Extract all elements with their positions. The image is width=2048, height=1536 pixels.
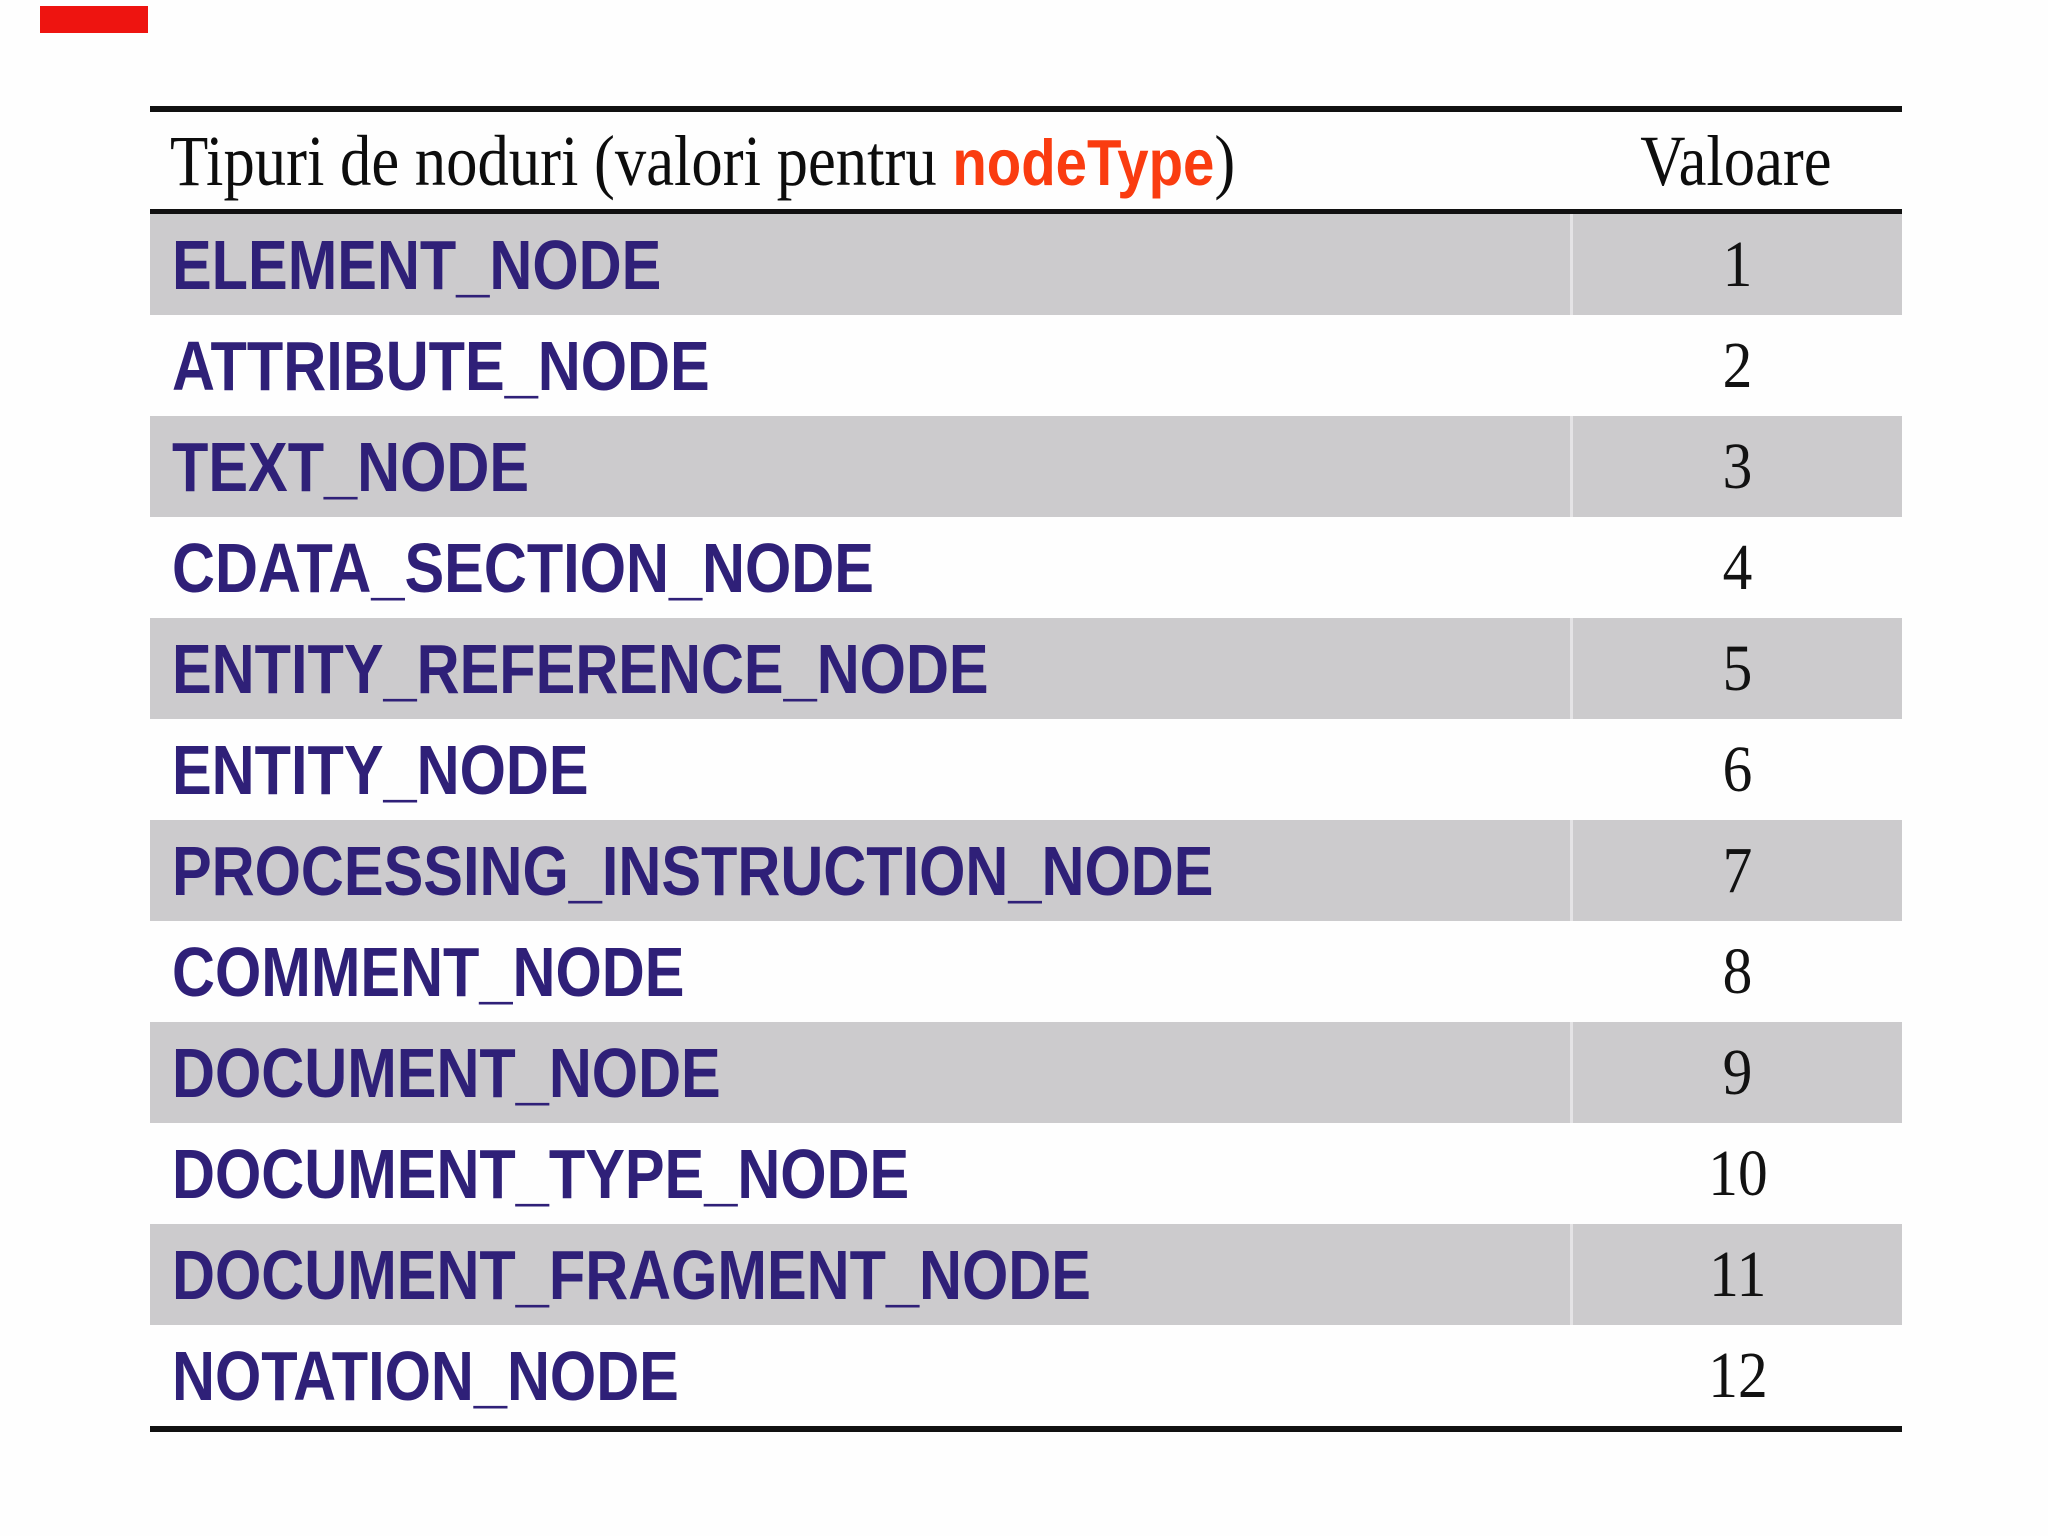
node-type-cell: DOCUMENT_TYPE_NODE: [150, 1123, 1570, 1224]
node-type-label: ENTITY_REFERENCE_NODE: [172, 629, 989, 708]
node-value: 9: [1722, 1035, 1753, 1109]
node-type-cell: ENTITY_REFERENCE_NODE: [150, 618, 1570, 719]
node-value-cell: 4: [1573, 517, 1902, 618]
node-type-label: DOCUMENT_TYPE_NODE: [172, 1134, 910, 1213]
node-type-cell: TEXT_NODE: [150, 416, 1570, 517]
node-type-cell: ATTRIBUTE_NODE: [150, 315, 1570, 416]
table-row: PROCESSING_INSTRUCTION_NODE 7: [150, 820, 1902, 921]
nodetype-code-token: nodeType: [952, 125, 1215, 199]
node-value: 5: [1722, 631, 1753, 705]
column-divider: [1570, 214, 1573, 315]
column-divider: [1570, 416, 1573, 517]
node-type-cell: COMMENT_NODE: [150, 921, 1570, 1022]
node-value-cell: 8: [1573, 921, 1902, 1022]
title-text-prefix: Tipuri de noduri (valori pentru: [170, 120, 953, 201]
node-value-cell: 7: [1573, 820, 1902, 921]
node-type-cell: PROCESSING_INSTRUCTION_NODE: [150, 820, 1570, 921]
node-type-label: ATTRIBUTE_NODE: [172, 326, 710, 405]
header-divider-rule: [150, 209, 1902, 214]
node-value-cell: 5: [1573, 618, 1902, 719]
node-type-label: PROCESSING_INSTRUCTION_NODE: [172, 831, 1214, 910]
title-text-suffix: ): [1214, 120, 1236, 201]
node-value-cell: 12: [1573, 1325, 1902, 1426]
column-divider: [1570, 921, 1573, 1022]
node-type-cell: ELEMENT_NODE: [150, 214, 1570, 315]
node-value-cell: 3: [1573, 416, 1902, 517]
column-divider: [1570, 719, 1573, 820]
node-type-label: CDATA_SECTION_NODE: [172, 528, 874, 607]
node-types-table: Tipuri de noduri (valori pentru nodeType…: [150, 106, 1902, 1432]
table-header-row: Tipuri de noduri (valori pentru nodeType…: [150, 112, 1902, 209]
value-column-header: Valoare: [1640, 120, 1832, 201]
table-row: ENTITY_NODE 6: [150, 719, 1902, 820]
node-value: 4: [1722, 530, 1753, 604]
table-row: ATTRIBUTE_NODE 2: [150, 315, 1902, 416]
header-title-cell: Tipuri de noduri (valori pentru nodeType…: [150, 112, 1570, 209]
table-body: ELEMENT_NODE 1 ATTRIBUTE_NODE 2 TEXT_NODE 3 CD…: [150, 214, 1902, 1426]
table-row: DOCUMENT_TYPE_NODE 10: [150, 1123, 1902, 1224]
node-type-label: TEXT_NODE: [172, 427, 530, 506]
header-value-cell: Valoare: [1570, 112, 1902, 209]
node-type-label: DOCUMENT_FRAGMENT_NODE: [172, 1235, 1091, 1314]
table-row: NOTATION_NODE 12: [150, 1325, 1902, 1426]
node-value: 2: [1722, 328, 1753, 402]
node-value-cell: 10: [1573, 1123, 1902, 1224]
column-divider: [1570, 1123, 1573, 1224]
column-divider: [1570, 1224, 1573, 1325]
node-type-label: DOCUMENT_NODE: [172, 1033, 721, 1112]
node-type-cell: DOCUMENT_NODE: [150, 1022, 1570, 1123]
column-divider: [1570, 1022, 1573, 1123]
table-row: TEXT_NODE 3: [150, 416, 1902, 517]
table-row: COMMENT_NODE 8: [150, 921, 1902, 1022]
column-divider: [1570, 618, 1573, 719]
red-accent-block: [40, 6, 148, 33]
table-row: DOCUMENT_FRAGMENT_NODE 11: [150, 1224, 1902, 1325]
node-type-cell: DOCUMENT_FRAGMENT_NODE: [150, 1224, 1570, 1325]
node-value: 3: [1722, 429, 1753, 503]
node-type-label: COMMENT_NODE: [172, 932, 685, 1011]
table-row: DOCUMENT_NODE 9: [150, 1022, 1902, 1123]
node-value: 8: [1722, 934, 1753, 1008]
node-type-label: ELEMENT_NODE: [172, 225, 662, 304]
table-bottom-rule: [150, 1426, 1902, 1432]
column-divider: [1570, 315, 1573, 416]
node-value: 12: [1707, 1338, 1768, 1412]
node-type-cell: ENTITY_NODE: [150, 719, 1570, 820]
column-divider: [1570, 820, 1573, 921]
node-value: 10: [1707, 1136, 1768, 1210]
node-value: 6: [1722, 732, 1753, 806]
node-value: 7: [1722, 833, 1753, 907]
node-type-label: NOTATION_NODE: [172, 1336, 679, 1415]
table-row: ELEMENT_NODE 1: [150, 214, 1902, 315]
node-value-cell: 6: [1573, 719, 1902, 820]
table-top-rule: [150, 106, 1902, 112]
table-row: ENTITY_REFERENCE_NODE 5: [150, 618, 1902, 719]
node-type-label: ENTITY_NODE: [172, 730, 589, 809]
node-type-cell: CDATA_SECTION_NODE: [150, 517, 1570, 618]
node-value-cell: 9: [1573, 1022, 1902, 1123]
node-value-cell: 2: [1573, 315, 1902, 416]
node-value-cell: 11: [1573, 1224, 1902, 1325]
node-value: 1: [1722, 227, 1753, 301]
table-title: Tipuri de noduri (valori pentru nodeType…: [170, 125, 1235, 197]
node-type-cell: NOTATION_NODE: [150, 1325, 1570, 1426]
node-value-cell: 1: [1573, 214, 1902, 315]
column-divider: [1570, 1325, 1573, 1426]
node-value: 11: [1708, 1237, 1767, 1311]
table-row: CDATA_SECTION_NODE 4: [150, 517, 1902, 618]
column-divider: [1570, 517, 1573, 618]
